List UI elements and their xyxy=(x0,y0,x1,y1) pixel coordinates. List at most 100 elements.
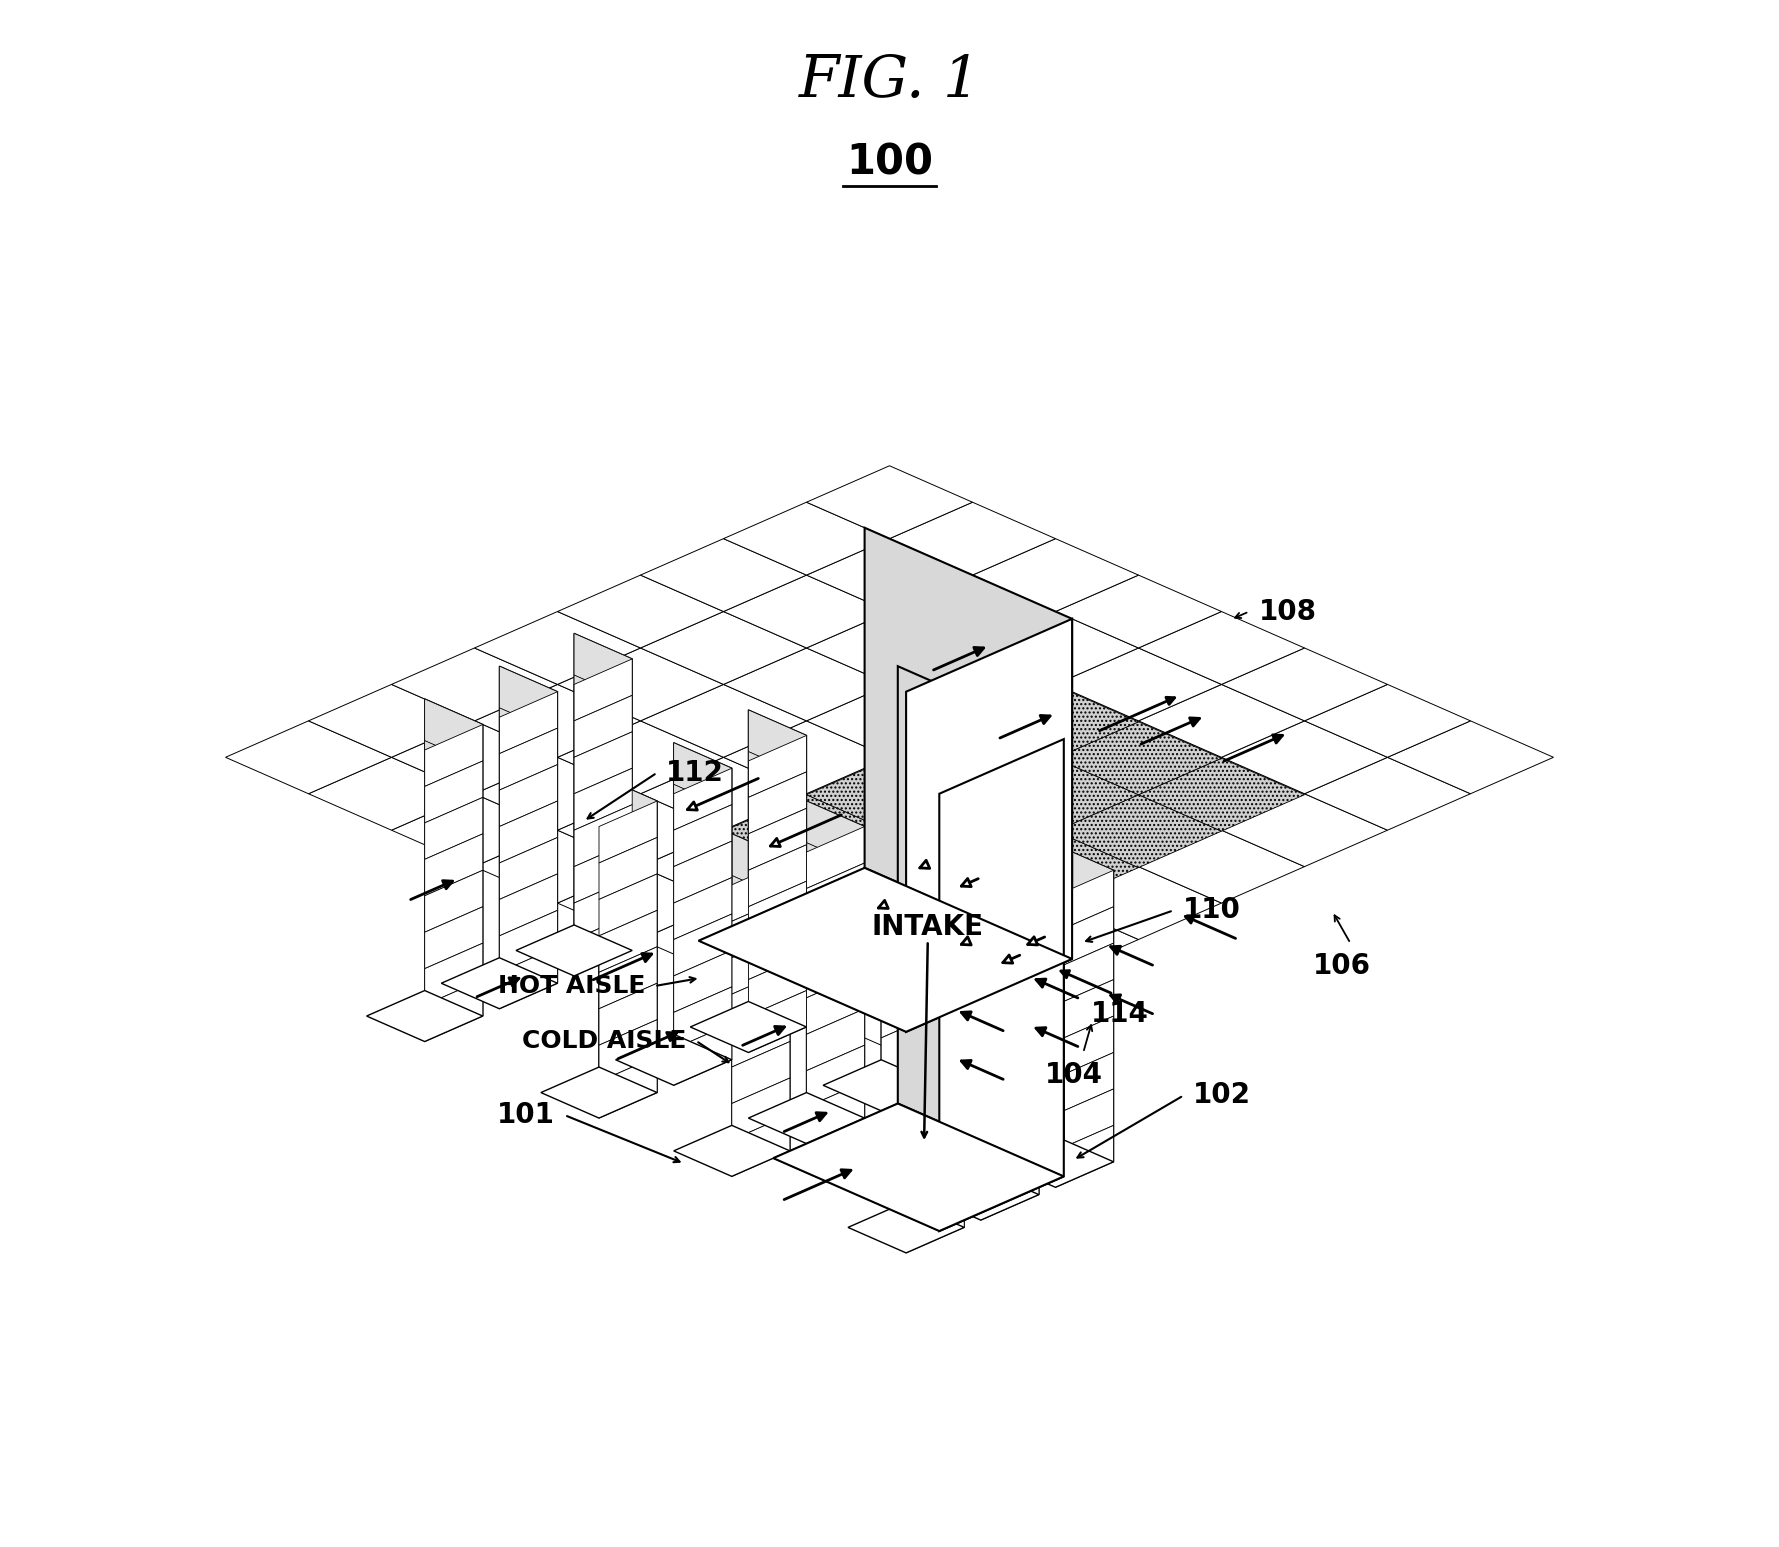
Polygon shape xyxy=(769,947,893,1001)
Polygon shape xyxy=(674,877,731,939)
Polygon shape xyxy=(731,1043,790,1109)
Polygon shape xyxy=(575,883,632,950)
Polygon shape xyxy=(890,866,1055,939)
Polygon shape xyxy=(500,874,557,942)
Polygon shape xyxy=(806,927,865,993)
Polygon shape xyxy=(425,724,482,786)
Polygon shape xyxy=(980,976,1039,1038)
Polygon shape xyxy=(906,1160,964,1227)
Polygon shape xyxy=(980,1086,1039,1148)
Polygon shape xyxy=(898,667,1064,1176)
Polygon shape xyxy=(600,910,656,973)
Polygon shape xyxy=(699,916,824,972)
Polygon shape xyxy=(674,804,731,866)
Polygon shape xyxy=(731,959,790,1026)
Polygon shape xyxy=(475,758,640,831)
Text: FIG. 1: FIG. 1 xyxy=(799,53,980,110)
Polygon shape xyxy=(731,876,790,942)
Polygon shape xyxy=(575,633,632,950)
Polygon shape xyxy=(516,925,632,976)
Polygon shape xyxy=(575,716,632,784)
Polygon shape xyxy=(500,832,557,900)
Polygon shape xyxy=(600,1026,656,1092)
Polygon shape xyxy=(724,794,890,866)
Polygon shape xyxy=(500,709,557,775)
Polygon shape xyxy=(806,1046,865,1108)
Polygon shape xyxy=(724,575,890,648)
Polygon shape xyxy=(1055,979,1114,1041)
Polygon shape xyxy=(870,1146,968,1188)
Polygon shape xyxy=(731,1114,790,1176)
Polygon shape xyxy=(616,1035,731,1086)
Polygon shape xyxy=(731,1084,790,1151)
Polygon shape xyxy=(881,893,939,961)
Polygon shape xyxy=(575,659,632,721)
Polygon shape xyxy=(890,648,1055,721)
Polygon shape xyxy=(809,868,934,922)
Polygon shape xyxy=(1139,684,1304,758)
Polygon shape xyxy=(980,1128,1039,1194)
Polygon shape xyxy=(980,877,1039,1194)
Polygon shape xyxy=(879,899,1003,953)
Polygon shape xyxy=(600,775,656,1092)
Polygon shape xyxy=(973,831,1139,903)
Polygon shape xyxy=(906,1077,964,1145)
Polygon shape xyxy=(806,1009,865,1071)
Polygon shape xyxy=(674,868,731,934)
Polygon shape xyxy=(731,834,790,900)
Polygon shape xyxy=(557,794,724,866)
Polygon shape xyxy=(731,968,790,1030)
Polygon shape xyxy=(906,936,964,998)
Polygon shape xyxy=(973,611,1139,684)
Polygon shape xyxy=(308,684,475,758)
Polygon shape xyxy=(575,758,632,826)
Polygon shape xyxy=(754,893,879,947)
Polygon shape xyxy=(906,1035,964,1103)
Polygon shape xyxy=(856,1103,954,1146)
Polygon shape xyxy=(600,775,656,843)
Polygon shape xyxy=(980,903,1039,965)
Polygon shape xyxy=(973,538,1139,611)
Polygon shape xyxy=(731,1006,790,1067)
Polygon shape xyxy=(640,758,806,831)
Polygon shape xyxy=(1055,1052,1114,1114)
Polygon shape xyxy=(640,611,806,684)
Polygon shape xyxy=(575,842,632,908)
Polygon shape xyxy=(1055,1054,1114,1120)
Polygon shape xyxy=(806,611,973,684)
Polygon shape xyxy=(749,735,806,797)
Polygon shape xyxy=(500,667,557,733)
Polygon shape xyxy=(836,978,961,1032)
Polygon shape xyxy=(881,851,939,919)
Text: INTAKE: INTAKE xyxy=(872,913,984,941)
Polygon shape xyxy=(806,831,973,903)
Polygon shape xyxy=(906,1118,964,1180)
Polygon shape xyxy=(600,947,656,1009)
Polygon shape xyxy=(881,769,939,1086)
Polygon shape xyxy=(1055,794,1222,866)
Polygon shape xyxy=(849,1202,964,1253)
Polygon shape xyxy=(575,732,632,794)
Polygon shape xyxy=(906,993,964,1061)
Polygon shape xyxy=(806,843,865,910)
Polygon shape xyxy=(923,1170,1039,1221)
Polygon shape xyxy=(557,866,724,939)
Polygon shape xyxy=(906,1081,964,1143)
Polygon shape xyxy=(475,611,640,684)
Polygon shape xyxy=(806,967,865,1035)
Polygon shape xyxy=(1055,575,1222,648)
Text: 108: 108 xyxy=(1258,597,1316,625)
Polygon shape xyxy=(806,758,973,831)
Polygon shape xyxy=(1055,871,1114,933)
Polygon shape xyxy=(640,831,806,903)
Polygon shape xyxy=(500,692,557,753)
Polygon shape xyxy=(1055,1125,1114,1187)
Polygon shape xyxy=(806,885,865,951)
Polygon shape xyxy=(674,842,731,903)
Text: 104: 104 xyxy=(1044,1061,1103,1089)
Polygon shape xyxy=(1055,648,1222,721)
Polygon shape xyxy=(911,1128,1009,1171)
Polygon shape xyxy=(1388,721,1553,794)
Polygon shape xyxy=(890,868,1055,941)
Polygon shape xyxy=(884,1188,980,1231)
